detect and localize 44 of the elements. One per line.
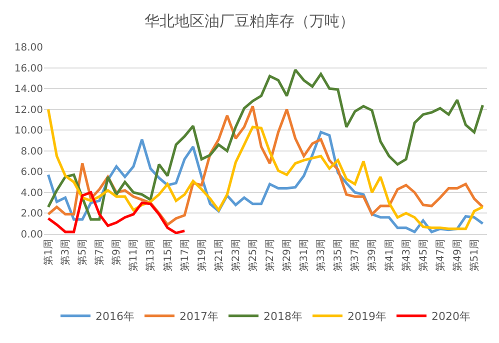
x-tick-label: 第25周 [246,239,259,272]
y-tick-label: 4.00 [20,188,43,199]
x-tick-label: 第27周 [264,239,276,272]
x-tick-label: 第41周 [383,239,396,272]
x-tick-label: 第13周 [144,239,157,272]
x-tick-label: 第15周 [162,239,174,272]
x-tick-label: 第1周 [42,239,55,266]
legend-label: 2017年 [180,310,218,324]
chart-title: 华北地区油厂豆粕库存（万吨） [144,12,354,30]
legend-label: 2016年 [96,310,134,324]
y-tick-label: 12.00 [14,104,43,116]
x-tick-label: 第33周 [315,239,328,272]
x-tick-label: 第3周 [60,239,72,266]
x-tick-label: 第49周 [451,239,464,272]
y-tick-label: 10.00 [14,126,43,137]
y-tick-label: 2.00 [20,208,43,220]
x-tick-label: 第39周 [366,239,378,272]
x-tick-label: 第7周 [94,239,106,266]
y-tick-label: 16.00 [14,63,43,74]
y-tick-label: 8.00 [20,146,43,158]
line-series [46,191,186,234]
x-tick-label: 第19周 [196,239,208,272]
y-tick-label: 6.00 [20,167,43,178]
y-tick-label: 14.00 [14,84,43,96]
x-tick-label: 第11周 [128,239,140,272]
line-series [46,68,484,221]
x-tick-label: 第31周 [298,239,310,272]
y-tick-label: 18.00 [14,42,43,54]
x-tick-label: 第35周 [332,239,344,272]
legend-label: 2020年 [432,310,470,324]
x-tick-label: 第47周 [434,239,446,272]
x-tick-label: 第43周 [400,239,412,272]
y-tick-label: 0.00 [20,230,43,240]
x-tick-label: 第29周 [281,239,294,272]
x-tick-label: 第9周 [110,239,123,266]
legend-label: 2019年 [348,310,386,324]
x-tick-label: 第23周 [230,239,242,272]
legend-label: 2018年 [264,310,302,324]
x-tick-label: 第45周 [417,239,430,272]
x-tick-label: 第37周 [349,239,362,272]
x-tick-label: 第17周 [178,239,191,272]
x-tick-label: 第5周 [76,239,89,266]
x-tick-label: 第21周 [212,239,225,272]
x-tick-label: 第51周 [468,239,480,272]
